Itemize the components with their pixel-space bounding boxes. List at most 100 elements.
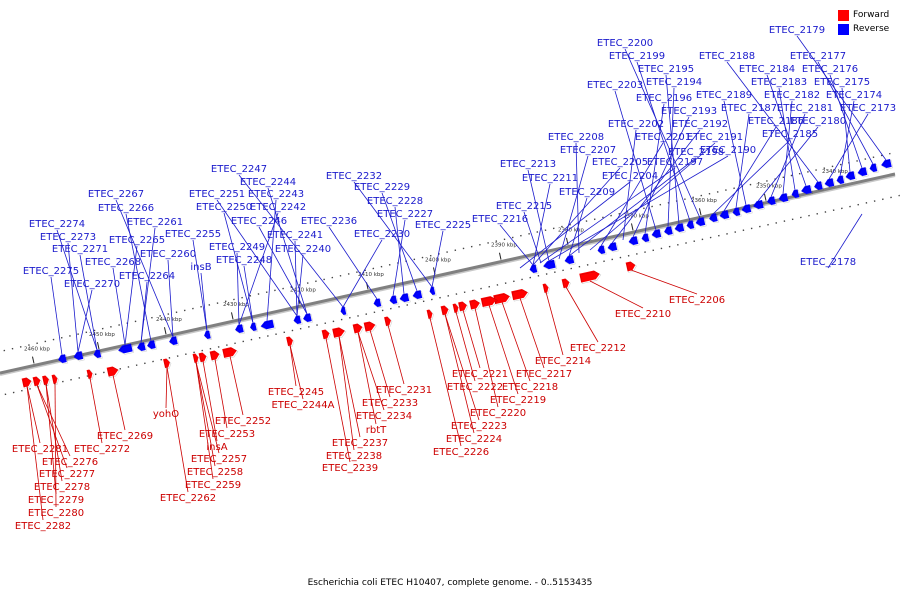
reverse-gene-arrow[interactable] [146,340,158,351]
gene-label-etec-2275[interactable]: ETEC_2275 [23,266,79,356]
forward-gene-arrow[interactable] [452,303,461,315]
forward-gene-arrow[interactable] [163,358,172,370]
gene-label-etec-2179[interactable]: ETEC_2179 [769,25,887,161]
gene-label-etec-2206[interactable]: ETEC_2206 [630,269,725,306]
gene-label-etec-2273[interactable]: ETEC_2273 [40,232,96,353]
gene-label-etec-2192[interactable]: ETEC_2192 [611,119,728,244]
gene-label-etec-2278[interactable]: ETEC_2278 [34,383,90,493]
gene-label-etec-2202[interactable]: ETEC_2202 [608,119,664,241]
gene-label-etec-2196[interactable]: ETEC_2196 [636,93,692,235]
forward-gene-arrow[interactable] [363,320,378,333]
reverse-gene-arrow[interactable] [429,286,437,297]
gene-label-etec-2234[interactable]: ETEC_2234 [356,331,412,422]
forward-gene-arrow[interactable] [493,292,512,306]
gene-label-etec-2191[interactable]: ETEC_2191 [589,132,743,251]
gene-label-etec-2258[interactable]: ETEC_2258 [187,361,243,478]
gene-label-etec-2200[interactable]: ETEC_2200 [597,38,701,219]
reverse-gene-arrow[interactable] [260,319,276,332]
gene-label-etec-2199[interactable]: ETEC_2199 [609,51,691,222]
forward-gene-arrow[interactable] [469,298,482,311]
gene-label-etec-2178[interactable]: ETEC_2178 [800,213,863,269]
forward-gene-arrow[interactable] [86,369,95,381]
gene-label-etec-2272[interactable]: ETEC_2272 [74,377,130,455]
gene-label-etec-2267[interactable]: ETEC_2267 [88,189,174,338]
forward-gene-arrow[interactable] [511,288,530,302]
reverse-gene-arrow[interactable] [791,189,801,200]
gene-label-etec-2204[interactable]: ETEC_2204 [519,171,658,269]
forward-gene-arrow[interactable] [321,329,332,341]
gene-label-etec-2198[interactable]: ETEC_2198 [568,147,724,257]
gene-label-etec-2182[interactable]: ETEC_2182 [764,90,820,195]
reverse-gene-arrow[interactable] [813,181,825,192]
gene-label-etec-2189[interactable]: ETEC_2189 [696,90,752,206]
forward-gene-arrow[interactable] [561,278,572,290]
gene-label-etec-2253[interactable]: ETEC_2253 [199,358,255,440]
gene-label-etec-2215[interactable]: ETEC_2215 [496,201,552,264]
gene-label-etec-2274[interactable]: ETEC_2274 [29,219,98,351]
gene-label-etec-2227[interactable]: ETEC_2227 [377,209,433,297]
gene-label-etec-2226[interactable]: ETEC_2226 [429,317,489,458]
reverse-gene-arrow[interactable] [778,193,790,204]
reverse-gene-arrow[interactable] [674,223,686,234]
forward-gene-arrow[interactable] [542,283,551,295]
reverse-gene-arrow[interactable] [168,336,180,347]
gene-label-etec-2188[interactable]: ETEC_2188 [699,51,819,183]
reverse-gene-arrow[interactable] [752,200,766,211]
reverse-gene-arrow[interactable] [628,236,640,247]
gene-label-etec-2185[interactable]: ETEC_2185 [712,129,818,215]
reverse-gene-arrow[interactable] [249,322,259,333]
forward-gene-arrow[interactable] [625,260,638,273]
gene-label-etec-2229[interactable]: ETEC_2229 [354,182,418,292]
gene-label-etec-2211[interactable]: ETEC_2211 [522,173,578,266]
gene-label-etec-2260[interactable]: ETEC_2260 [140,249,196,338]
gene-label-etec-2216[interactable]: ETEC_2216 [472,214,534,266]
gene-label-etec-2261[interactable]: ETEC_2261 [127,217,183,344]
gene-label-etec-2262[interactable]: ETEC_2262 [160,366,216,504]
gene-label-etec-2257[interactable]: ETEC_2257 [191,361,247,465]
gene-label-etec-2175[interactable]: ETEC_2175 [814,77,870,173]
forward-gene-arrow[interactable] [352,322,365,335]
gene-label-etec-2245[interactable]: ETEC_2245 [268,344,324,398]
gene-label-etec-2194[interactable]: ETEC_2194 [646,77,702,228]
reverse-gene-arrow[interactable] [73,351,85,362]
gene-label-etec-2212[interactable]: ETEC_2212 [565,286,626,354]
gene-label-etec-2247[interactable]: ETEC_2247 [211,164,344,308]
forward-gene-arrow[interactable] [222,346,239,360]
gene-label-etec-2265[interactable]: ETEC_2265 [109,235,165,346]
forward-gene-arrow[interactable] [106,365,121,378]
reverse-gene-arrow[interactable] [663,226,675,237]
reverse-gene-arrow[interactable] [695,217,707,228]
reverse-gene-arrow[interactable] [857,167,869,178]
gene-label-etec-2210[interactable]: ETEC_2210 [589,280,671,320]
gene-label-etec-2277[interactable]: ETEC_2277 [36,384,95,480]
forward-gene-arrow[interactable] [286,336,295,348]
gene-label-etec-2223[interactable]: ETEC_2223 [444,313,507,432]
forward-gene-arrow[interactable] [21,376,34,389]
gene-label-insb[interactable]: insB [190,262,212,332]
reverse-gene-arrow[interactable] [766,196,778,207]
forward-gene-arrow[interactable] [458,301,469,313]
reverse-gene-arrow[interactable] [93,349,103,360]
reverse-gene-arrow[interactable] [293,315,303,326]
gene-label-etec-2174[interactable]: ETEC_2174 [826,90,882,177]
reverse-gene-arrow[interactable] [607,242,619,253]
gene-label-etec-2224[interactable]: ETEC_2224 [444,313,502,445]
gene-label-etec-2183[interactable]: ETEC_2183 [751,77,807,191]
gene-label-etec-2248[interactable]: ETEC_2248 [216,255,272,324]
reverse-gene-arrow[interactable] [719,210,731,221]
reverse-gene-arrow[interactable] [641,233,651,244]
reverse-gene-arrow[interactable] [203,330,213,341]
forward-gene-arrow[interactable] [480,295,499,309]
reverse-gene-arrow[interactable] [869,163,879,174]
gene-label-etec-2281[interactable]: ETEC_2281 [12,385,68,455]
forward-gene-arrow[interactable] [579,269,602,284]
gene-label-etec-2214[interactable]: ETEC_2214 [535,291,591,367]
gene-label-insa[interactable]: insA [202,360,228,453]
gene-label-etec-2225[interactable]: ETEC_2225 [415,220,471,288]
reverse-gene-arrow[interactable] [651,229,663,240]
gene-label-etec-2252[interactable]: ETEC_2252 [215,355,271,427]
gene-label-etec-2213[interactable]: ETEC_2213 [500,159,556,262]
gene-label-etec-2201[interactable]: ETEC_2201 [600,132,691,247]
gene-label-etec-2219[interactable]: ETEC_2219 [488,304,546,406]
gene-label-etec-2244a[interactable]: ETEC_2244A [271,344,335,411]
